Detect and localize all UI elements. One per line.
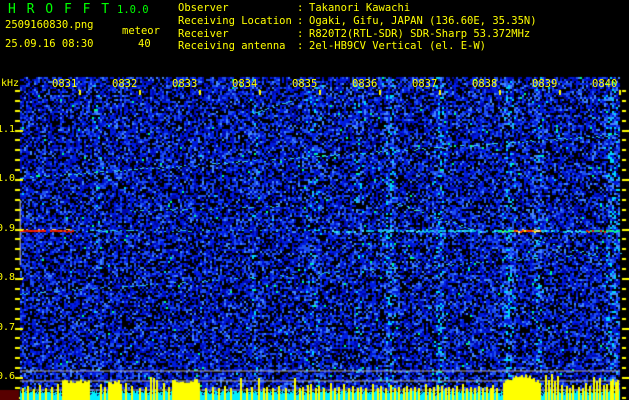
station-info-label: Receiving antenna: [178, 40, 286, 53]
station-info-separator: :: [297, 40, 304, 53]
station-info-label: Observer: [178, 2, 229, 14]
app-version: 1.0.0: [117, 4, 149, 16]
time-tick-label: 0837: [412, 78, 438, 90]
frequency-axis-unit-label: kHz: [1, 78, 20, 89]
station-info-block: Observer: Takanori Kawachi Receiving Locat…: [178, 2, 537, 53]
time-tick-label: 0839: [532, 78, 558, 90]
app-title: H R O F F T: [8, 2, 111, 17]
time-tick-label: 0833: [172, 78, 198, 90]
station-info-row: Observer: Takanori Kawachi: [178, 2, 537, 15]
station-info-label: Receiver: [178, 27, 229, 40]
time-tick-label: 0835: [292, 78, 318, 90]
station-info-row: Receiving Location: Ogaki, Gifu, JAPAN (1…: [178, 15, 537, 28]
freq-tick-label: 0.9: [0, 222, 15, 234]
station-info-separator: :: [297, 2, 304, 14]
freq-tick-label: 1.0: [0, 173, 15, 184]
freq-tick-label: 0.6: [0, 371, 15, 382]
station-info-label: Receiving Location: [178, 14, 292, 27]
time-tick-label: 0832: [112, 78, 138, 90]
station-info-value: R820T2(RTL-SDR) SDR-Sharp 53.372MHz: [309, 27, 531, 40]
station-info-separator: :: [297, 27, 304, 40]
observation-mode-label: meteor: [122, 25, 160, 37]
station-info-value: 2el-HB9CV Vertical (el. E-W): [309, 40, 487, 53]
freq-tick-label: 0.8: [0, 272, 15, 283]
time-tick-label: 0836: [352, 78, 378, 90]
station-info-row: Receiver: R820T2(RTL-SDR) SDR-Sharp 53.37…: [178, 28, 537, 41]
station-info-separator: :: [297, 14, 304, 27]
station-info-row: Receiving antenna:2el-HB9CV Vertical (el…: [178, 40, 537, 53]
output-filename: 2509160830.png: [5, 19, 94, 31]
time-tick-label: 0834: [232, 78, 258, 90]
freq-tick-label: 1.1: [0, 123, 15, 135]
time-tick-label: 0838: [472, 78, 498, 90]
record-datetime: 25.09.16 08:30: [5, 38, 94, 50]
freq-tick-label: 0.7: [0, 321, 15, 333]
echo-count-value: 40: [138, 38, 151, 50]
station-info-value: Takanori Kawachi: [309, 2, 411, 14]
time-tick-label: 0840: [592, 78, 618, 90]
time-tick-label: 0831: [52, 78, 78, 90]
station-info-value: Ogaki, Gifu, JAPAN (136.60E, 35.35N): [309, 14, 537, 27]
